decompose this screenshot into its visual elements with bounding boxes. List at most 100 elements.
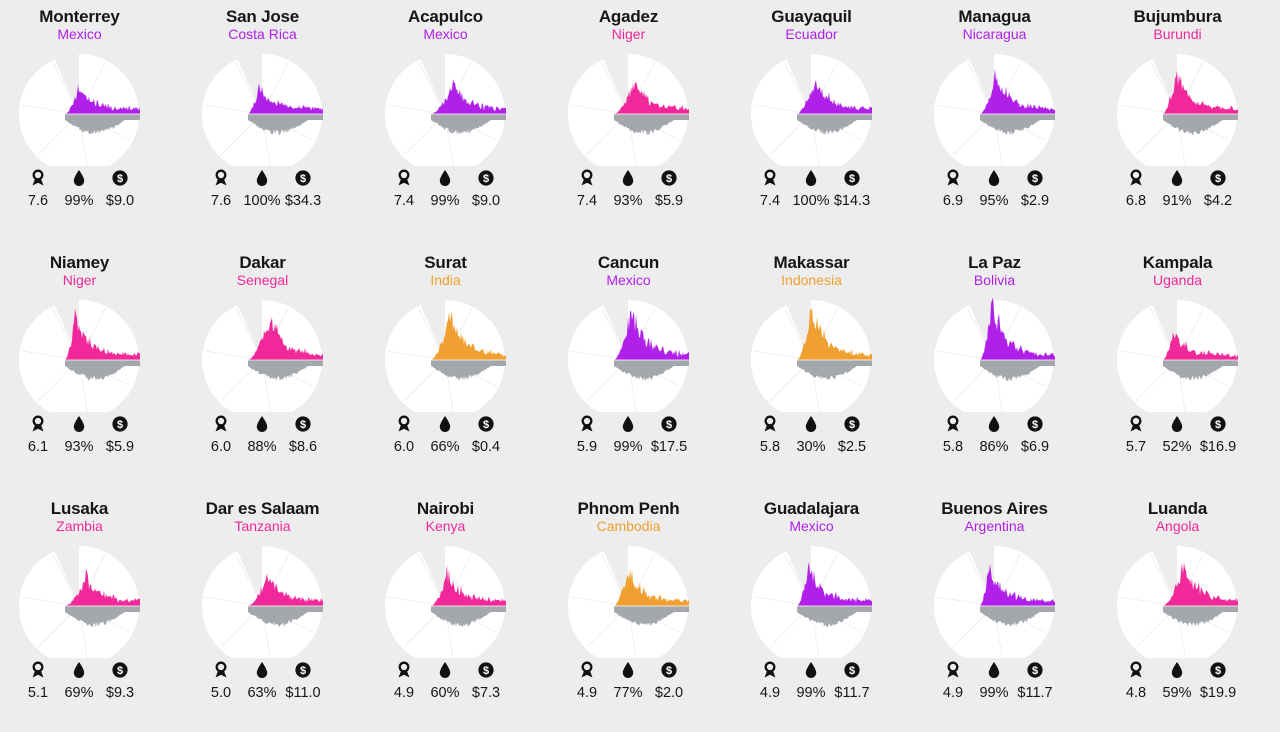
gray-profile [431, 360, 506, 381]
dollar-coin-icon: $ [112, 416, 128, 432]
magnitude-stat: 7.6 [196, 169, 246, 209]
gray-profile [1163, 360, 1238, 381]
stat-value: 4.9 [942, 685, 964, 701]
magnitude-stat: 4.9 [379, 661, 429, 701]
percent-stat: 99% [786, 661, 836, 701]
location-pin-icon [947, 661, 959, 678]
stat-value: $11.7 [1017, 685, 1053, 701]
gray-profile [248, 360, 323, 381]
magnitude-stat: 6.8 [1111, 169, 1161, 209]
disc-background [385, 300, 505, 412]
city-name: Niamey [49, 253, 110, 272]
disc-background [202, 546, 322, 658]
location-pin-icon [1130, 415, 1142, 432]
svg-text:$: $ [483, 665, 489, 677]
color-profile [248, 83, 323, 114]
gray-profile [1163, 114, 1238, 135]
color-profile [431, 564, 506, 606]
cost-stat: $ $9.0 [461, 169, 511, 209]
water-drop-icon [988, 170, 1000, 186]
gray-profile [431, 606, 506, 627]
color-profile [248, 573, 323, 606]
stat-value: 5.8 [942, 439, 964, 455]
cost-stat: $ $34.3 [278, 169, 328, 209]
location-pin-icon [581, 415, 593, 432]
dollar-coin-icon: $ [1027, 170, 1043, 186]
gray-profile [980, 360, 1055, 382]
cost-stat: $ $8.6 [278, 415, 328, 455]
water-drop-icon [73, 416, 85, 432]
water-drop-icon [805, 170, 817, 186]
radial-area-chart [934, 546, 1055, 658]
country-name: Mexico [57, 26, 102, 42]
disc-background [1117, 54, 1237, 166]
country-name: Uganda [1152, 272, 1203, 288]
gray-profile [797, 606, 872, 628]
color-profile [65, 308, 140, 360]
city-chart-card: Managua Nicaragua 6.9 95% $ $2.9 [903, 0, 1086, 240]
country-name: Ecuador [785, 26, 838, 42]
stat-value: 77% [613, 685, 643, 701]
location-pin-icon [32, 169, 44, 186]
stat-value: 88% [247, 439, 277, 455]
svg-text:$: $ [849, 173, 855, 185]
city-chart-card: Nairobi Kenya 4.9 60% $ $7.3 [354, 492, 537, 732]
percent-stat: 52% [1152, 415, 1202, 455]
dollar-coin-icon: $ [478, 416, 494, 432]
stat-value: 4.9 [576, 685, 598, 701]
percent-stat: 91% [1152, 169, 1202, 209]
color-profile [431, 78, 506, 114]
water-drop-icon [256, 170, 268, 186]
stat-value: $5.9 [654, 193, 684, 209]
stat-value: 95% [979, 193, 1009, 209]
city-name: Dakar [239, 253, 286, 272]
svg-text:$: $ [1032, 173, 1038, 185]
percent-stat: 60% [420, 661, 470, 701]
city-name: Guayaquil [771, 7, 852, 26]
gray-profile [431, 114, 506, 135]
stat-value: 99% [430, 193, 460, 209]
percent-stat: 99% [603, 415, 653, 455]
water-drop-icon [439, 170, 451, 186]
water-drop-icon [256, 662, 268, 678]
disc-background [202, 300, 322, 412]
magnitude-stat: 5.9 [562, 415, 612, 455]
disc-background [751, 300, 871, 412]
country-name: Kenya [425, 518, 466, 534]
svg-text:$: $ [117, 419, 123, 431]
stat-value: 5.7 [1125, 439, 1147, 455]
gray-profile [614, 360, 689, 381]
radial-area-chart [202, 300, 323, 412]
city-name: Bujumbura [1133, 7, 1222, 26]
city-chart-card: Lusaka Zambia 5.1 69% $ $9.3 [0, 492, 171, 732]
country-name: Nicaragua [962, 26, 1027, 42]
svg-text:$: $ [300, 419, 306, 431]
stat-value: $17.5 [650, 439, 688, 455]
stat-value: $7.3 [471, 685, 501, 701]
water-drop-icon [622, 662, 634, 678]
city-chart-card: Agadez Niger 7.4 93% $ $5.9 [537, 0, 720, 240]
color-profile [614, 568, 689, 606]
magnitude-stat: 7.4 [745, 169, 795, 209]
stat-value: $9.0 [105, 193, 135, 209]
dollar-coin-icon: $ [1027, 416, 1043, 432]
stat-value: $2.0 [654, 685, 684, 701]
percent-stat: 66% [420, 415, 470, 455]
dollar-coin-icon: $ [1210, 170, 1226, 186]
stat-value: $4.2 [1203, 193, 1233, 209]
percent-stat: 100% [786, 169, 836, 209]
gray-profile [797, 114, 872, 136]
water-drop-icon [805, 416, 817, 432]
disc-background [934, 300, 1054, 412]
color-profile [1163, 70, 1238, 114]
disc-background [568, 54, 688, 166]
magnitude-stat: 5.0 [196, 661, 246, 701]
city-name: Kampala [1142, 253, 1213, 272]
location-pin-icon [398, 169, 410, 186]
country-name: Zambia [56, 518, 103, 534]
cost-stat: $ $2.0 [644, 661, 694, 701]
stat-value: 91% [1162, 193, 1192, 209]
gray-profile [248, 606, 323, 628]
water-drop-icon [256, 416, 268, 432]
location-pin-icon [764, 169, 776, 186]
